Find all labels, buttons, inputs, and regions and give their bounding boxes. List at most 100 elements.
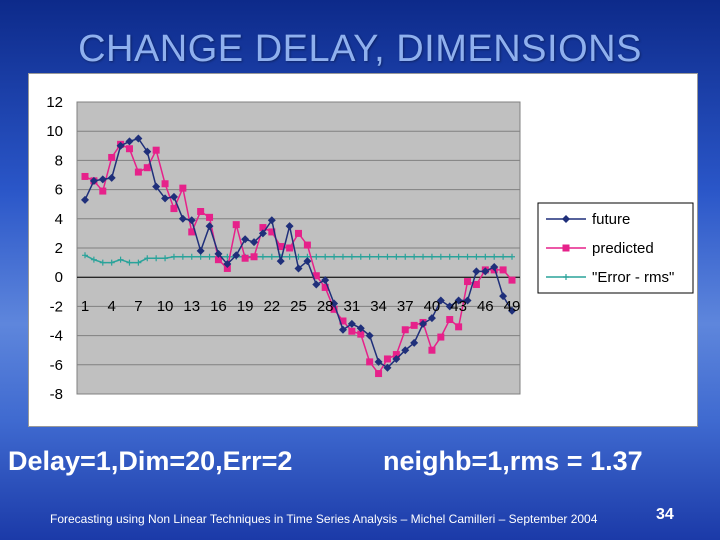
data-point xyxy=(508,306,516,315)
data-point xyxy=(179,253,186,260)
data-point xyxy=(331,253,338,260)
data-point xyxy=(463,296,472,305)
data-point xyxy=(384,253,391,260)
slide-title: CHANGE DELAY, DIMENSIONS xyxy=(78,28,642,70)
data-point xyxy=(375,253,382,260)
data-point xyxy=(481,267,490,276)
data-point xyxy=(241,254,249,262)
x-tick-label: 43 xyxy=(450,298,467,315)
chart-panel: -8 -6 -4 -2 0 2 4 6 8 10 12 1 4 7 10 13 16 19 22 25 28 31 34 3… xyxy=(28,73,698,427)
data-point xyxy=(152,146,160,154)
y-tick-label: -2 xyxy=(50,298,63,315)
data-point xyxy=(339,317,347,325)
data-point xyxy=(286,253,293,260)
data-point xyxy=(258,229,267,238)
y-tick-label: 2 xyxy=(55,240,63,257)
data-point xyxy=(108,153,116,161)
data-point xyxy=(286,244,294,252)
data-point xyxy=(169,192,178,201)
data-point xyxy=(99,187,107,195)
y-tick-label: 10 xyxy=(46,123,63,140)
data-point xyxy=(117,256,124,263)
x-tick-label: 31 xyxy=(344,298,361,315)
data-point xyxy=(99,259,106,266)
x-tick-label: 10 xyxy=(157,298,174,315)
data-point xyxy=(401,346,410,355)
x-tick-label: 13 xyxy=(183,298,200,315)
data-point xyxy=(455,253,462,260)
data-point xyxy=(446,253,453,260)
data-point xyxy=(178,214,187,223)
data-point xyxy=(303,241,311,249)
data-point xyxy=(267,216,276,225)
data-point xyxy=(321,283,329,291)
data-point xyxy=(143,147,152,156)
legend-label: future xyxy=(592,211,630,228)
y-tick-label: -8 xyxy=(50,386,63,403)
data-point xyxy=(392,351,400,359)
data-point xyxy=(89,176,98,185)
data-point xyxy=(135,259,142,266)
data-point xyxy=(205,222,214,231)
data-point xyxy=(214,249,223,258)
data-point xyxy=(152,182,161,191)
data-point xyxy=(445,302,454,311)
data-point xyxy=(375,370,383,378)
data-point xyxy=(161,194,170,203)
legend-label: predicted xyxy=(592,240,654,257)
y-tick-label: 4 xyxy=(55,211,63,228)
data-point xyxy=(321,276,330,285)
data-point xyxy=(170,205,178,213)
y-tick-label: 0 xyxy=(55,269,63,286)
data-point xyxy=(482,253,489,260)
data-point xyxy=(188,228,196,236)
page-number: 34 xyxy=(656,506,674,523)
x-tick-label: 49 xyxy=(504,298,521,315)
series-layer xyxy=(81,134,516,378)
data-point xyxy=(90,256,97,263)
data-point xyxy=(366,253,373,260)
data-point xyxy=(427,314,436,323)
legend: future predicted "Error - rms" xyxy=(537,202,694,294)
data-point xyxy=(188,253,195,260)
data-point xyxy=(259,224,267,232)
data-point xyxy=(428,253,435,260)
y-tick-label: 8 xyxy=(55,152,63,169)
data-point xyxy=(563,274,569,280)
data-point xyxy=(125,137,134,146)
data-point xyxy=(295,229,302,237)
data-point xyxy=(383,355,391,363)
data-point xyxy=(277,243,285,251)
data-point xyxy=(393,253,400,260)
data-point xyxy=(454,296,463,305)
data-point xyxy=(107,173,116,182)
data-point xyxy=(250,238,259,247)
caption-neighb-rms: neighb=1,rms = 1.37 xyxy=(383,446,643,476)
data-point xyxy=(153,255,160,262)
data-point xyxy=(161,180,169,188)
data-point xyxy=(499,266,507,274)
data-point xyxy=(125,145,133,153)
data-point xyxy=(126,259,133,266)
data-point xyxy=(348,253,355,260)
data-point xyxy=(499,292,508,301)
data-point xyxy=(294,264,303,273)
data-point xyxy=(365,331,374,340)
data-point xyxy=(464,253,471,260)
data-point xyxy=(197,208,205,215)
data-point xyxy=(500,253,507,260)
data-point xyxy=(214,256,222,264)
data-point xyxy=(420,253,427,260)
y-tick-label: -6 xyxy=(50,357,63,374)
data-point xyxy=(357,330,365,338)
data-point xyxy=(490,262,499,271)
y-axis-ticks: -8 -6 -4 -2 0 2 4 6 8 10 12 xyxy=(46,94,63,403)
data-point xyxy=(509,253,515,260)
data-point xyxy=(562,244,570,252)
data-point xyxy=(464,278,472,286)
data-point xyxy=(259,253,266,260)
data-point xyxy=(348,327,356,335)
x-tick-label: 46 xyxy=(477,298,494,315)
data-point xyxy=(312,272,320,280)
